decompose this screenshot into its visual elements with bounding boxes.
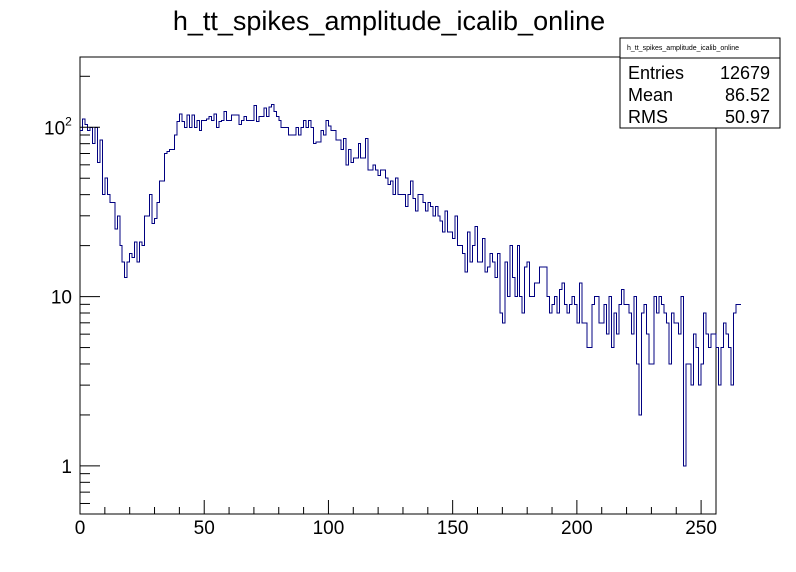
stats-mean-label: Mean [628,85,673,105]
stats-box-title: h_tt_spikes_amplitude_icalib_online [627,45,739,52]
x-axis-tick-label: 250 [685,518,717,539]
x-axis-tick-label: 100 [313,518,345,539]
x-axis: 0 50 100 150 200 250 [75,500,717,539]
histogram-series-line [80,104,741,467]
x-axis-tick-label: 50 [194,518,215,539]
y-axis-tick-label: 1 [61,457,72,478]
plot-frame [79,56,717,515]
x-axis-tick-label: 150 [437,518,469,539]
stats-entries-label: Entries [628,63,684,83]
stats-rms-label: RMS [628,107,668,127]
y-axis-tick-label: 10 [51,288,72,309]
stats-box-frame [619,37,781,129]
y-axis-tick-exponent: 2 [65,114,72,128]
y-axis-tick-label: 102 [44,114,72,139]
stats-box: h_tt_spikes_amplitude_icalib_online Entr… [619,37,781,129]
x-axis-tick-label: 0 [75,518,86,539]
x-axis-tick-label: 200 [561,518,593,539]
stats-entries-value: 12679 [720,63,770,83]
chart-title: h_tt_spikes_amplitude_icalib_online [173,6,605,36]
stats-rms-value: 50.97 [725,107,770,127]
stats-mean-value: 86.52 [725,85,770,105]
y-axis-tick-base: 10 [44,118,65,139]
